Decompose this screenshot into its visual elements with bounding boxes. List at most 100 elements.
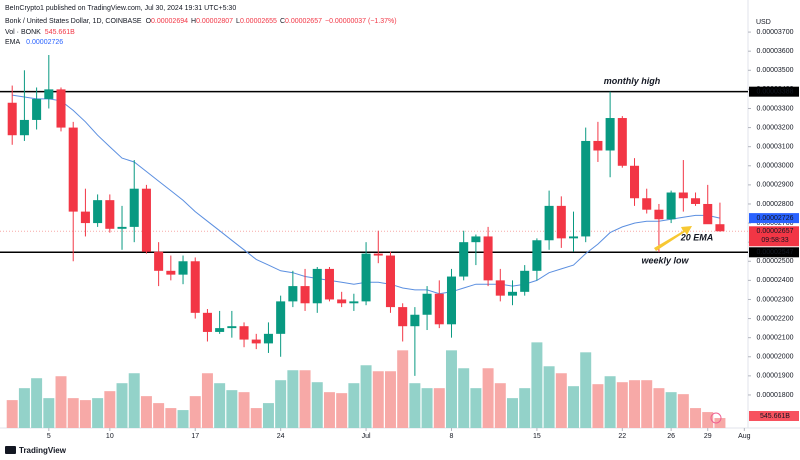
volume-bar <box>6 400 18 428</box>
candle-body <box>190 261 200 313</box>
candle-body <box>471 236 481 243</box>
y-tick-label: 0.00002500 <box>757 258 794 265</box>
ema-name: EMA <box>5 39 21 46</box>
volume-bar <box>445 350 457 428</box>
candle-body <box>44 89 54 99</box>
candle-body <box>691 198 701 204</box>
candle-body <box>227 326 237 329</box>
level-annotation: weekly low <box>641 256 689 266</box>
candle-body <box>166 270 176 275</box>
volume-bar <box>519 388 531 428</box>
y-tick-label: 0.00002400 <box>757 277 794 284</box>
candle-body <box>129 188 139 227</box>
volume-bar <box>238 392 250 428</box>
x-tick-label: Jul <box>362 433 371 440</box>
candle-body <box>32 98 42 120</box>
volume-bar <box>153 403 165 428</box>
volume-bar <box>287 370 299 428</box>
price-axis: 0.00001800 0.00001900 0.00002000 0.00002100… <box>47 29 799 440</box>
candle-body <box>154 251 164 271</box>
volume-legend: Vol · BONK 545.661B <box>5 29 75 36</box>
y-tick-label: 0.00001800 <box>757 392 794 399</box>
x-tick-label: 8 <box>450 433 454 440</box>
x-tick-label: 22 <box>618 433 626 440</box>
x-tick-label: 5 <box>47 433 51 440</box>
volume-bar <box>409 383 421 428</box>
volume-bar <box>482 368 494 428</box>
volume-bar <box>79 400 91 428</box>
ohlc-value: 0.00002807 <box>196 18 233 25</box>
candle-body <box>483 236 493 281</box>
volume-bar <box>55 376 67 428</box>
publisher-note: BeInCrypto1 published on TradingView.com… <box>5 5 236 12</box>
candle-body <box>202 312 212 332</box>
volume-bar <box>348 383 360 428</box>
candle-body <box>581 140 591 237</box>
y-tick-label: 0.00002800 <box>757 201 794 208</box>
volume-bar <box>92 398 104 428</box>
volume-bar <box>311 382 323 428</box>
ohlc-change: −0.00000037 (−1.37%) <box>325 18 397 25</box>
candle-body <box>251 339 261 344</box>
volume-bar <box>360 365 372 428</box>
y-tick-label: 0.00002700 <box>757 220 794 227</box>
candle-body <box>532 240 542 271</box>
volume-bar <box>18 388 30 428</box>
volume-bar <box>384 371 396 428</box>
volume-bar <box>458 368 470 428</box>
volume-bar <box>323 392 335 428</box>
candle-body <box>605 118 615 151</box>
y-tick-label: 0.00002100 <box>757 335 794 342</box>
candle-body <box>495 280 505 296</box>
y-tick-label: 0.00002300 <box>757 296 794 303</box>
volume-bar <box>31 378 43 428</box>
volume-bar <box>201 373 213 428</box>
volume-value-label: 545.661B <box>760 413 790 420</box>
y-tick-label: 0.00001900 <box>757 373 794 380</box>
candle-body <box>422 293 432 315</box>
candle-body <box>105 200 115 229</box>
volume-bar <box>189 396 201 428</box>
candle-body <box>93 200 103 224</box>
volume-bar <box>336 393 348 428</box>
candle-body <box>239 326 249 340</box>
volume-bar <box>116 383 128 428</box>
volume-value-box <box>749 411 799 421</box>
candle-body <box>337 299 347 304</box>
x-tick-label: 26 <box>667 433 675 440</box>
volume-bar <box>226 390 238 428</box>
currency: USD <box>756 19 771 26</box>
volume-bar <box>494 383 506 428</box>
volume-bar <box>262 403 274 428</box>
y-tick-label: 0.00002900 <box>757 182 794 189</box>
volume-bar <box>555 373 567 428</box>
symbol: Bonk / United States Dollar, 1D, COINBAS… <box>5 18 142 25</box>
candle-body <box>300 286 310 304</box>
ohlc-value: 0.00002655 <box>240 18 277 25</box>
candle-body <box>568 236 579 239</box>
volume-bar <box>250 408 262 428</box>
x-tick-label: Aug <box>738 433 751 440</box>
brand: TradingView <box>19 446 67 455</box>
volume-bar <box>128 373 140 428</box>
candle-body <box>276 301 286 334</box>
candle-body <box>398 307 408 327</box>
level-price-label: 0.00002547 <box>757 249 794 256</box>
candle-body <box>678 192 688 199</box>
candle-body <box>263 333 273 344</box>
y-tick-label: 0.00003000 <box>757 163 794 170</box>
volume-bar <box>507 398 518 428</box>
volume-bar <box>140 396 152 428</box>
volume-bar <box>665 392 677 428</box>
candle-body <box>312 268 322 304</box>
y-tick-label: 0.00003200 <box>757 124 794 131</box>
candle-body <box>68 127 78 212</box>
volume-bar <box>433 388 445 428</box>
candle-body <box>56 89 66 128</box>
ema-legend: EMA 0.00002726 <box>5 39 63 46</box>
volume-bar <box>67 398 79 428</box>
candle-body <box>288 286 298 302</box>
candle-body <box>556 205 566 239</box>
candle-body <box>459 242 469 277</box>
volume-bar <box>592 384 604 428</box>
